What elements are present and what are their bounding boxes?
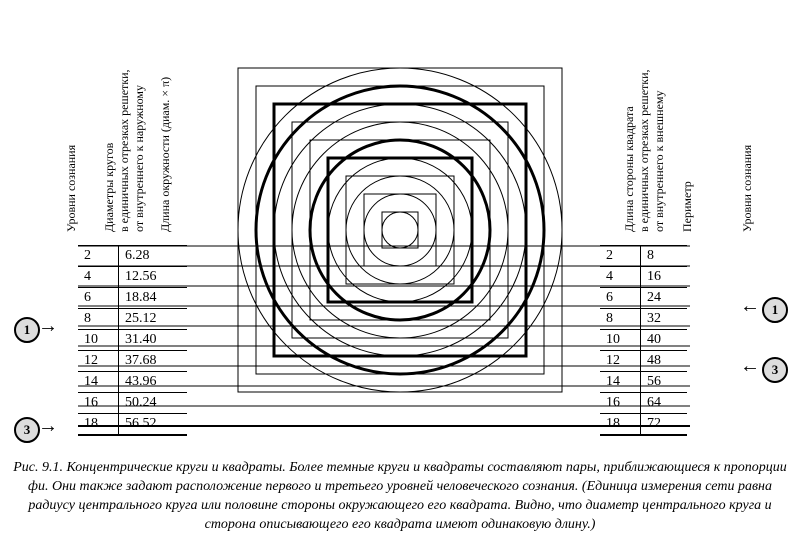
cell: 16 <box>78 393 119 414</box>
table-row: 28 <box>600 246 687 267</box>
table-row: 832 <box>600 309 687 330</box>
cell: 48 <box>641 351 688 372</box>
table-row: 1248 <box>600 351 687 372</box>
arrow-1-left: → <box>38 316 58 336</box>
cell: 6.28 <box>119 246 188 267</box>
cell: 8 <box>600 309 641 330</box>
cell: 40 <box>641 330 688 351</box>
cell: 2 <box>600 246 641 267</box>
cell: 4 <box>600 267 641 288</box>
badge-1-right: 1 <box>762 297 788 323</box>
cell: 56.52 <box>119 414 188 436</box>
cell: 2 <box>78 246 119 267</box>
table-row: 416 <box>600 267 687 288</box>
cell: 12 <box>600 351 641 372</box>
cell: 43.96 <box>119 372 188 393</box>
cell: 8 <box>641 246 688 267</box>
table-row: 26.28 <box>78 246 187 267</box>
table-row: 618.84 <box>78 288 187 309</box>
cell: 50.24 <box>119 393 188 414</box>
cell: 10 <box>600 330 641 351</box>
table-row: 1443.96 <box>78 372 187 393</box>
cell: 8 <box>78 309 119 330</box>
cell: 14 <box>78 372 119 393</box>
badge-3-left: 3 <box>14 417 40 443</box>
table-row: 1856.52 <box>78 414 187 436</box>
cell: 6 <box>600 288 641 309</box>
cell: 72 <box>641 414 688 436</box>
figure-caption: Рис. 9.1. Концентрические круги и квадра… <box>8 459 792 535</box>
cell: 16 <box>600 393 641 414</box>
badge-3-right: 3 <box>762 357 788 383</box>
cell: 12 <box>78 351 119 372</box>
cell: 25.12 <box>119 309 188 330</box>
table-row: 825.12 <box>78 309 187 330</box>
table-row: 624 <box>600 288 687 309</box>
arrow-3-right: ← <box>740 356 760 376</box>
table-row: 1456 <box>600 372 687 393</box>
cell: 64 <box>641 393 688 414</box>
cell: 4 <box>78 267 119 288</box>
cell: 56 <box>641 372 688 393</box>
cell: 12.56 <box>119 267 188 288</box>
table-row: 1031.40 <box>78 330 187 351</box>
figure-9-1: { "figure": { "caption": "Рис. 9.1. Конц… <box>0 0 800 539</box>
cell: 18 <box>600 414 641 436</box>
cell: 18.84 <box>119 288 188 309</box>
table-row: 412.56 <box>78 267 187 288</box>
arrow-1-right: ← <box>740 296 760 316</box>
table-circles: 26.28412.56618.84825.121031.401237.68144… <box>78 245 187 436</box>
table-row: 1237.68 <box>78 351 187 372</box>
cell: 32 <box>641 309 688 330</box>
badge-1-left: 1 <box>14 317 40 343</box>
cell: 31.40 <box>119 330 188 351</box>
cell: 6 <box>78 288 119 309</box>
table-squares: 2841662483210401248145616641872 <box>600 245 687 436</box>
cell: 37.68 <box>119 351 188 372</box>
cell: 16 <box>641 267 688 288</box>
cell: 18 <box>78 414 119 436</box>
table-row: 1040 <box>600 330 687 351</box>
cell: 14 <box>600 372 641 393</box>
table-row: 1650.24 <box>78 393 187 414</box>
cell: 24 <box>641 288 688 309</box>
table-row: 1664 <box>600 393 687 414</box>
arrow-3-left: → <box>38 416 58 436</box>
cell: 10 <box>78 330 119 351</box>
table-row: 1872 <box>600 414 687 436</box>
